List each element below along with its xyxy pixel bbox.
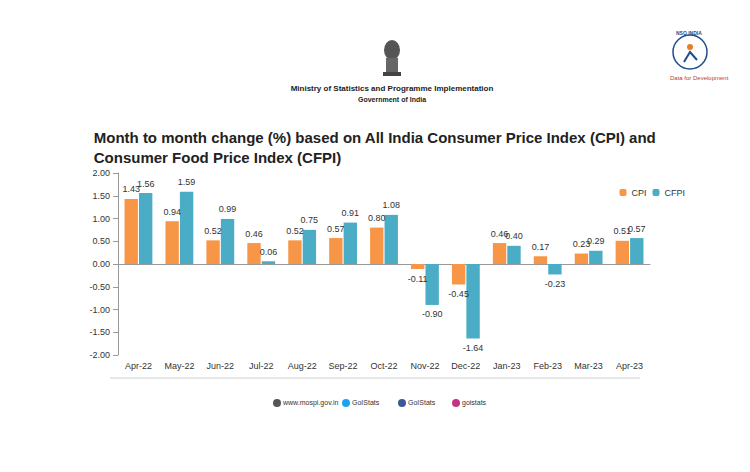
svg-text:Feb-23: Feb-23 [533,361,562,371]
svg-text:0.80: 0.80 [368,213,386,223]
svg-text:Dec-22: Dec-22 [451,361,480,371]
svg-text:Month to month change (%) base: Month to month change (%) based on All I… [94,129,656,146]
svg-text:0.52: 0.52 [286,226,304,236]
svg-text:0.17: 0.17 [532,242,550,252]
svg-text:Jul-22: Jul-22 [249,361,274,371]
svg-text:0.99: 0.99 [219,204,237,214]
svg-text:-1.64: -1.64 [463,343,484,353]
html-text:Ministry of Statistics and Pro: Ministry of Statistics and Programme Imp… [290,84,494,93]
svg-text:Jun-22: Jun-22 [207,361,235,371]
svg-text:1.56: 1.56 [137,179,155,189]
svg-text:CPI: CPI [631,188,646,198]
svg-text:Aug-22: Aug-22 [288,361,317,371]
svg-text:0.51: 0.51 [613,226,632,237]
svg-text:-0.23: -0.23 [545,279,566,289]
svg-text:0.23: 0.23 [572,239,591,249]
svg-text:0.29: 0.29 [587,236,605,246]
html-text:GoIStats: GoIStats [352,399,380,406]
svg-text:-0.45: -0.45 [448,289,469,299]
svg-text:0.91: 0.91 [342,208,360,218]
svg-text:1.00: 1.00 [92,214,110,224]
svg-text:Consumer Food Price Index (CFP: Consumer Food Price Index (CFPI) [94,149,342,166]
svg-text:0.46: 0.46 [490,228,509,239]
svg-text:0.75: 0.75 [301,215,319,225]
svg-text:Jan-23: Jan-23 [493,361,521,371]
svg-text:-1.50: -1.50 [89,327,110,337]
svg-text:Sep-22: Sep-22 [329,361,358,371]
svg-text:0.50: 0.50 [92,236,110,246]
svg-text:May-22: May-22 [164,361,194,371]
svg-text:2.00: 2.00 [92,168,110,178]
svg-text:-0.90: -0.90 [422,309,443,319]
svg-text:CFPI: CFPI [664,188,685,198]
svg-text:0.40: 0.40 [505,231,523,241]
svg-text:-1.00: -1.00 [89,305,110,315]
svg-text:1.43: 1.43 [122,184,140,195]
svg-text:0.57: 0.57 [327,224,345,234]
svg-text:Mar-23: Mar-23 [574,361,603,371]
svg-text:-0.11: -0.11 [408,274,428,284]
svg-text:-2.00: -2.00 [89,350,110,360]
svg-text:1.08: 1.08 [382,200,400,210]
html-text:Data for Development: Data for Development [670,75,729,81]
svg-text:0.57: 0.57 [628,224,646,234]
svg-text:0.00: 0.00 [92,259,110,269]
html-text:www.mospi.gov.in: www.mospi.gov.in [283,399,339,406]
svg-text:1.59: 1.59 [178,177,196,187]
svg-text:0.06: 0.06 [260,247,278,257]
html-text:Government of India: Government of India [358,96,426,103]
svg-text:-0.50: -0.50 [89,282,110,292]
svg-text:1.50: 1.50 [92,191,110,201]
svg-text:0.94: 0.94 [163,207,181,217]
svg-text:0.52: 0.52 [204,226,222,236]
html-text:GoIStats: GoIStats [408,399,436,406]
svg-text:Nov-22: Nov-22 [410,361,439,371]
svg-text:Apr-22: Apr-22 [125,361,152,371]
html-text:NSO INDIA: NSO INDIA [676,30,702,36]
html-text:goistats: goistats [462,399,487,406]
svg-text:Apr-23: Apr-23 [616,361,643,371]
svg-text:Oct-22: Oct-22 [370,361,397,371]
svg-text:0.46: 0.46 [245,229,263,239]
